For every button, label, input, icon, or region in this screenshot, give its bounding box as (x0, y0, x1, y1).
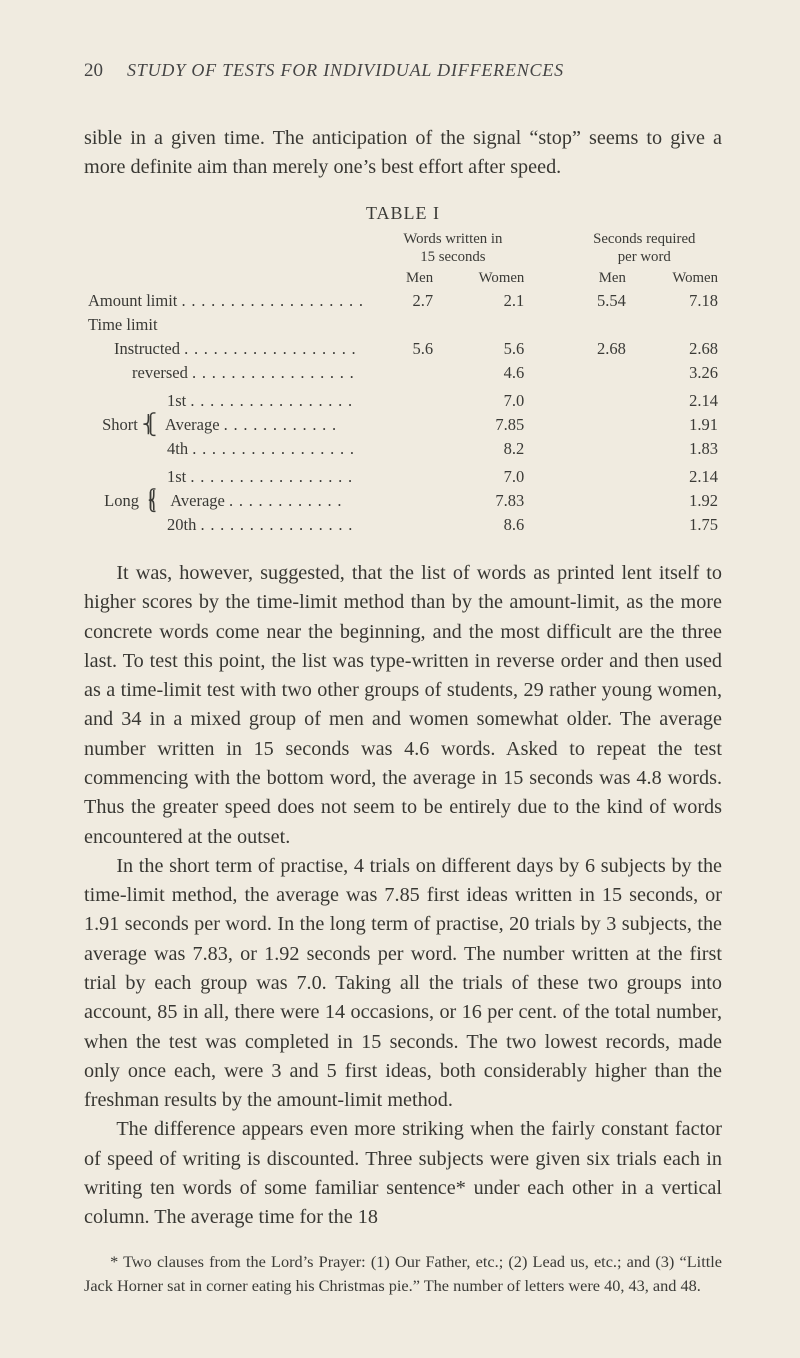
val-amount-men1: 2.7 (377, 289, 437, 313)
label-long-1st: 1st (161, 467, 186, 486)
label-short-avg: Average (159, 415, 220, 434)
val-amount-wom1: 2.1 (437, 289, 528, 313)
col-head-seconds-sub: per word (618, 249, 671, 265)
val-instructed-men2: 2.68 (567, 337, 630, 361)
label-time-limit: Time limit (88, 315, 158, 334)
val-short1st-wom2: 2.14 (630, 389, 722, 413)
paragraph-3: In the short term of practise, 4 trials … (84, 852, 722, 1116)
col-head-seconds: Seconds required (593, 231, 695, 247)
running-title: STUDY OF TESTS FOR INDIVIDUAL DIFFERENCE… (127, 60, 564, 81)
label-long-avg: Average (164, 491, 225, 510)
label-short: Short (102, 415, 138, 434)
col-women-1: Women (437, 269, 528, 289)
col-head-words-sub: 15 seconds (420, 249, 485, 265)
label-instructed: Instructed (114, 339, 180, 358)
val-instructed-men1: 5.6 (377, 337, 437, 361)
val-shortavg-wom2: 1.91 (630, 413, 722, 437)
label-long-20th: 20th (161, 515, 196, 534)
label-reversed: reversed (132, 363, 188, 382)
table-1: Words written in 15 seconds Seconds requ… (84, 230, 722, 537)
label-short-1st: 1st (161, 391, 186, 410)
val-amount-wom2: 7.18 (630, 289, 722, 313)
col-head-words: Words written in (403, 231, 502, 247)
val-longavg-wom2: 1.92 (630, 489, 722, 513)
col-women-2: Women (630, 269, 722, 289)
page-number: 20 (84, 60, 103, 82)
val-short1st-wom1: 7.0 (437, 389, 528, 413)
row-long-1st: ⎧ 1st . . . . . . . . . . . . . . . . . … (84, 465, 722, 489)
col-men-2: Men (567, 269, 630, 289)
paragraph-2: It was, however, suggested, that the lis… (84, 559, 722, 852)
footnote: * Two clauses from the Lord’s Prayer: (1… (84, 1250, 722, 1297)
val-long1st-wom1: 7.0 (437, 465, 528, 489)
row-instructed: Instructed . . . . . . . . . . . . . . .… (84, 337, 722, 361)
paragraph-4: The difference appears even more strikin… (84, 1115, 722, 1232)
label-amount-limit: Amount limit (88, 291, 177, 310)
val-amount-men2: 5.54 (567, 289, 630, 313)
col-men-1: Men (377, 269, 437, 289)
row-short-avg: Short ⎨ Average . . . . . . . . . . . . … (84, 413, 722, 437)
val-short4th-wom1: 8.2 (437, 437, 528, 461)
row-long-avg: Long ⎨ Average . . . . . . . . . . . . 7… (84, 489, 722, 513)
val-long20th-wom2: 1.75 (630, 513, 722, 537)
val-short4th-wom2: 1.83 (630, 437, 722, 461)
val-instructed-wom2: 2.68 (630, 337, 722, 361)
val-instructed-wom1: 5.6 (437, 337, 528, 361)
val-reversed-wom1: 4.6 (437, 361, 528, 385)
val-long1st-wom2: 2.14 (630, 465, 722, 489)
val-reversed-wom2: 3.26 (630, 361, 722, 385)
row-short-4th: ⎩ 4th . . . . . . . . . . . . . . . . . … (84, 437, 722, 461)
row-reversed: reversed . . . . . . . . . . . . . . . .… (84, 361, 722, 385)
row-long-20th: ⎩ 20th . . . . . . . . . . . . . . . . 8… (84, 513, 722, 537)
table-title: TABLE I (84, 203, 722, 224)
label-long: Long (104, 491, 139, 510)
row-time-limit: Time limit (84, 313, 722, 337)
row-short-1st: ⎧ 1st . . . . . . . . . . . . . . . . . … (84, 389, 722, 413)
val-longavg-wom1: 7.83 (437, 489, 528, 513)
val-long20th-wom1: 8.6 (437, 513, 528, 537)
val-shortavg-wom1: 7.85 (437, 413, 528, 437)
paragraph-1: sible in a given time. The anticipation … (84, 124, 722, 183)
label-short-4th: 4th (161, 439, 188, 458)
row-amount-limit: Amount limit . . . . . . . . . . . . . .… (84, 289, 722, 313)
